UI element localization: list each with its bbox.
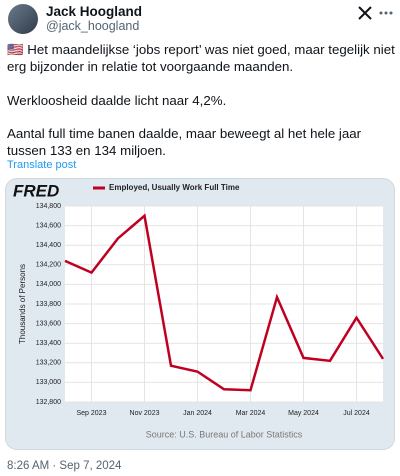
chart-logo: FRED xyxy=(13,181,59,200)
legend-label: Employed, Usually Work Full Time xyxy=(109,183,240,192)
x-tick-label: Mar 2024 xyxy=(236,410,266,417)
avatar[interactable] xyxy=(8,4,38,34)
y-tick-label: 133,800 xyxy=(36,301,61,308)
y-tick-label: 134,000 xyxy=(36,281,61,288)
x-tick-label: Sep 2023 xyxy=(77,410,107,417)
x-logo[interactable] xyxy=(358,6,372,20)
post-text: 🇺🇸 Het maandelijkse ‘jobs report’ was ni… xyxy=(7,42,395,74)
series-line xyxy=(64,213,385,392)
y-tick-label: 133,600 xyxy=(36,320,61,327)
more-button[interactable] xyxy=(378,10,394,16)
chart-source: Source: U.S. Bureau of Labor Statistics xyxy=(146,429,303,439)
y-tick-label: 134,200 xyxy=(36,262,61,269)
y-tick-label: 134,800 xyxy=(36,203,61,210)
translate-link[interactable]: Translate post xyxy=(7,159,77,171)
x-tick-label: Jul 2024 xyxy=(343,410,370,417)
post-text: Werkloosheid daalde licht naar 4,2%. xyxy=(7,93,227,108)
author-name[interactable]: Jack Hoogland xyxy=(46,4,143,19)
chart: FRED Thousands of Persons Source: U.S. B… xyxy=(13,181,385,439)
timestamp: 8:26 AM · Sep 7, 2024 xyxy=(7,460,122,472)
y-tick-label: 134,400 xyxy=(36,242,61,249)
y-tick-label: 133,400 xyxy=(36,340,61,347)
x-tick-label: Nov 2023 xyxy=(130,410,160,417)
y-axis-label: Thousands of Persons xyxy=(18,264,27,344)
x-tick-label: Jan 2024 xyxy=(183,410,212,417)
x-tick-label: May 2024 xyxy=(288,410,319,417)
post-text: Aantal full time banen daalde, maar bewe… xyxy=(7,126,362,158)
y-tick-label: 132,800 xyxy=(36,399,61,406)
y-tick-label: 134,600 xyxy=(36,222,61,229)
author-handle[interactable]: @jack_hoogland xyxy=(46,19,140,33)
y-tick-label: 133,000 xyxy=(36,379,61,386)
y-tick-label: 133,200 xyxy=(36,360,61,367)
